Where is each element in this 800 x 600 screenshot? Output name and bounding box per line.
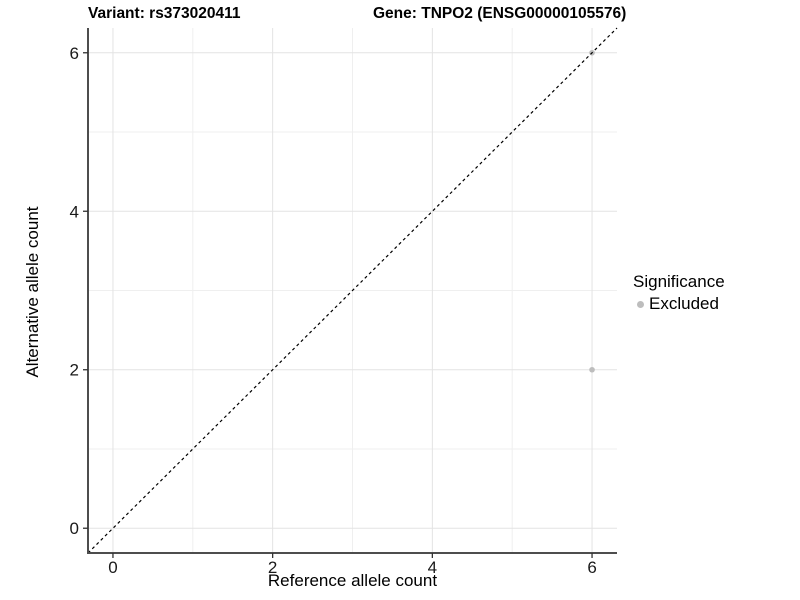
- data-point: [589, 366, 595, 373]
- legend: Significance Excluded: [633, 272, 725, 314]
- gene-title: Gene: TNPO2 (ENSG00000105576): [373, 5, 627, 22]
- legend-item-label: Excluded: [649, 294, 719, 313]
- x-tick-label: 4: [428, 558, 437, 577]
- y-tick-label: 0: [70, 519, 79, 538]
- identity-dashed-line: [87, 27, 618, 554]
- x-axis-title: Reference allele count: [267, 571, 438, 590]
- y-tick-label: 4: [70, 202, 79, 221]
- y-tick-label: 2: [70, 361, 79, 380]
- x-tick-label: 6: [587, 558, 596, 577]
- x-tick-label: 2: [268, 558, 277, 577]
- y-axis-title: Alternative allele count: [23, 206, 42, 378]
- legend-item-excluded: Excluded: [633, 294, 725, 314]
- legend-title: Significance: [633, 272, 725, 291]
- variant-title: Variant: rs373020411: [88, 5, 241, 22]
- y-tick-label: 6: [70, 44, 79, 63]
- x-tick-label: 0: [108, 558, 117, 577]
- excluded-point-icon: [637, 300, 644, 308]
